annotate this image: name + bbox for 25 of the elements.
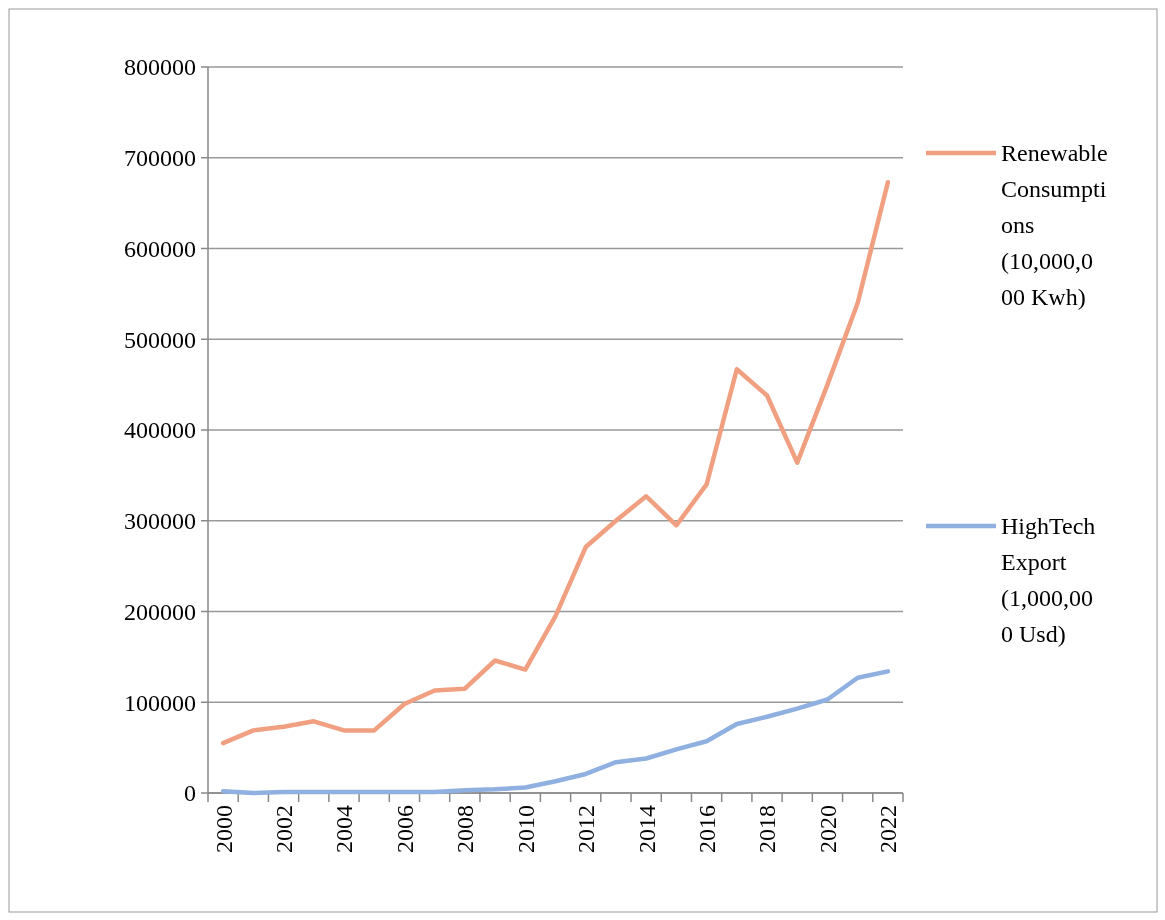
x-tick-label: 2020 xyxy=(814,805,841,853)
line-series xyxy=(220,180,891,746)
x-tick-label: 2016 xyxy=(693,805,720,853)
y-tick-label: 400000 xyxy=(124,417,196,444)
y-tick-label: 100000 xyxy=(124,689,196,716)
legend-label: HighTech Export (1,000,000 Usd) xyxy=(1001,513,1096,648)
x-tick-label: 2006 xyxy=(391,805,418,853)
x-tick-label: 2012 xyxy=(573,805,600,853)
legend-label: Renewable Consumptions (10,000,000 Kwh) xyxy=(1001,140,1108,311)
y-tick-label: 700000 xyxy=(124,145,196,172)
x-tick-label: 2022 xyxy=(875,805,902,853)
y-tick-label: 500000 xyxy=(124,326,196,353)
line-series xyxy=(220,669,891,796)
y-tick-label: 600000 xyxy=(124,235,196,262)
x-tick-label: 2014 xyxy=(633,805,660,853)
y-tick-label: 300000 xyxy=(124,508,196,535)
y-tick-label: 800000 xyxy=(124,54,196,81)
x-tick-label: 2010 xyxy=(512,805,539,853)
y-tick-label: 200000 xyxy=(124,598,196,625)
x-tick-label: 2002 xyxy=(270,805,297,853)
y-tick-label: 0 xyxy=(184,780,196,807)
x-tick-label: 2004 xyxy=(331,805,358,853)
x-tick-label: 2018 xyxy=(754,805,781,853)
x-tick-label: 2008 xyxy=(452,805,479,853)
x-tick-label: 2000 xyxy=(210,805,237,853)
